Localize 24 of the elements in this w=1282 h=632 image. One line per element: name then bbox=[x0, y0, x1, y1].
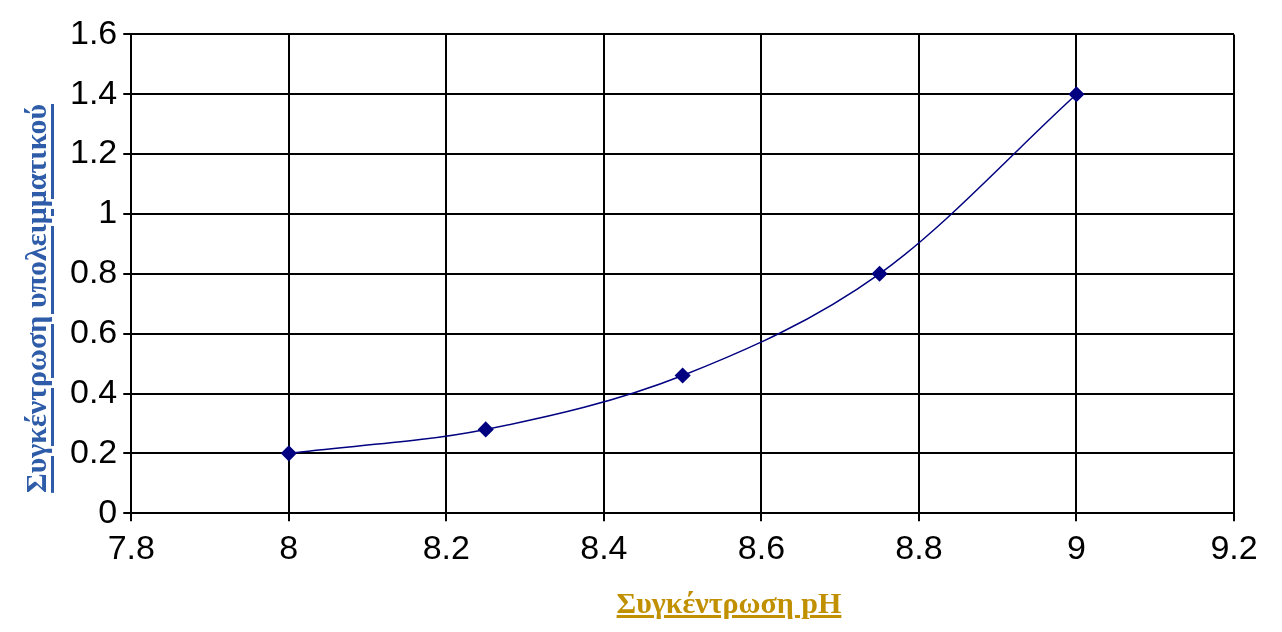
x-tick-label: 7.8 bbox=[107, 527, 155, 566]
y-tick-label: 0 bbox=[98, 491, 118, 530]
point bbox=[477, 421, 494, 438]
y-axis-title: Συγκέντρωση υπολειμματικού bbox=[19, 103, 53, 493]
x-axis-title: Συγκέντρωση pH bbox=[615, 586, 843, 620]
x-tick-label: 8.4 bbox=[580, 527, 628, 566]
x-tick-label: 8.6 bbox=[737, 527, 786, 566]
y-tick-label: 0.8 bbox=[70, 252, 118, 291]
y-tick-label: 0.6 bbox=[70, 312, 118, 351]
x-tick-label: 9.2 bbox=[1210, 527, 1258, 566]
point bbox=[871, 266, 888, 282]
point bbox=[1068, 86, 1085, 102]
y-tick-label: 1.2 bbox=[70, 132, 118, 171]
y-tick-label: 1.4 bbox=[70, 72, 118, 111]
y-tick-label: 0.2 bbox=[70, 431, 118, 470]
x-tick-label: 9 bbox=[1067, 527, 1086, 566]
x-tick-label: 8 bbox=[279, 527, 299, 566]
y-tick-label: 0.4 bbox=[70, 371, 118, 410]
x-tick-label: 8.2 bbox=[422, 527, 470, 566]
y-tick-label: 1 bbox=[98, 192, 118, 231]
x-tick-label: 8.8 bbox=[895, 527, 943, 566]
y-tick-label: 1.6 bbox=[70, 12, 118, 51]
point bbox=[674, 367, 691, 384]
point bbox=[281, 445, 297, 462]
